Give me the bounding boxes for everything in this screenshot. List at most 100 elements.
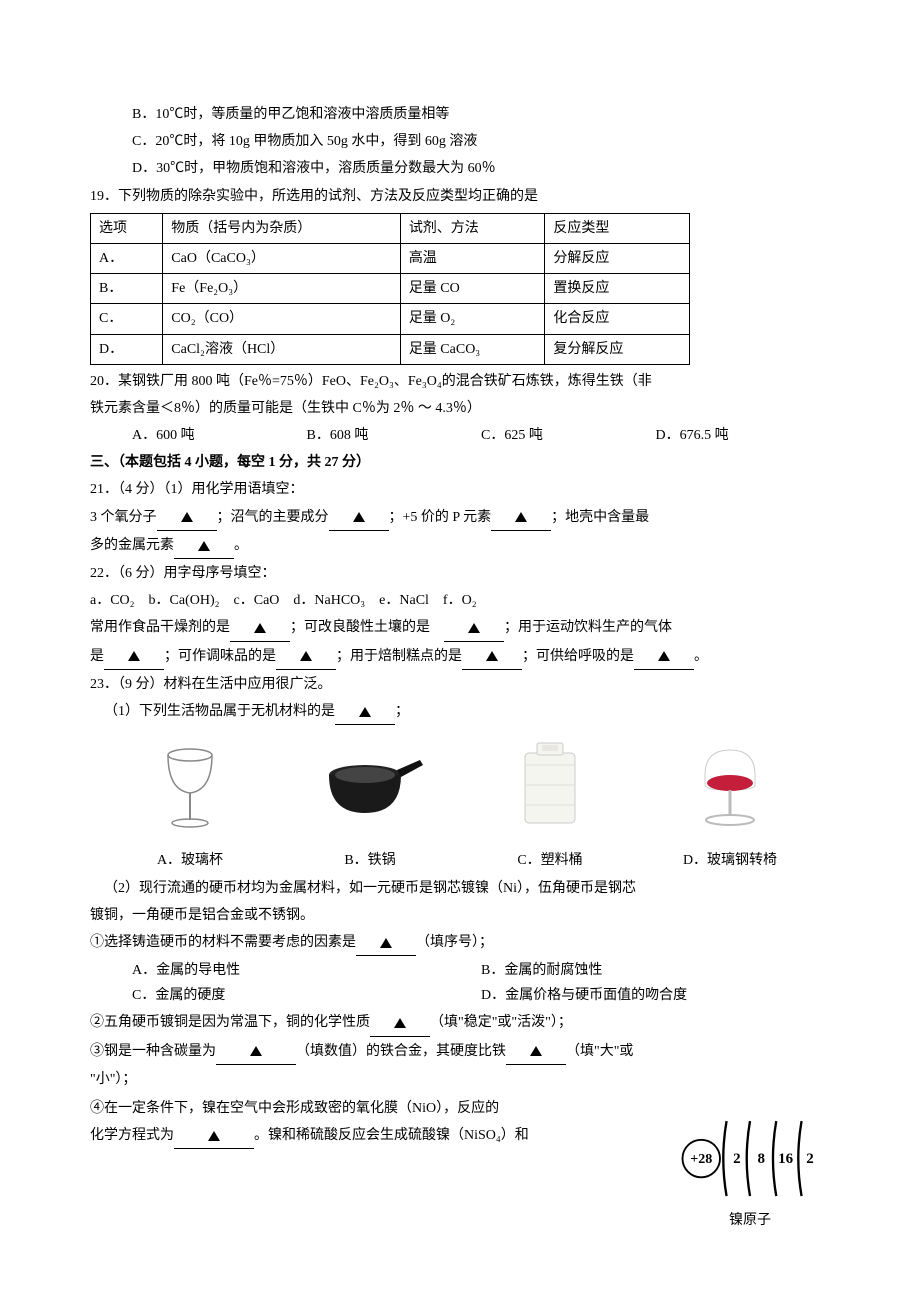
- table-row: A． CaO（CaCO₃） 高温 分解反应: [91, 243, 690, 273]
- q23-sub1-options: A．金属的导电性 B．金属的耐腐蚀性 C．金属的硬度 D．金属价格与硬币面值的吻…: [90, 958, 830, 1008]
- label-c: C．塑料桶: [460, 848, 640, 873]
- cell: 高温: [400, 243, 545, 273]
- blank: [634, 644, 694, 670]
- blank: [444, 615, 504, 641]
- image-bucket: [460, 735, 640, 844]
- triangle-icon: [254, 623, 266, 633]
- text: 3 个氧分子: [90, 510, 157, 525]
- text: 。: [694, 649, 708, 664]
- svg-text:+28: +28: [690, 1151, 712, 1167]
- triangle-icon: [468, 623, 480, 633]
- text: 多的金属元素: [90, 538, 174, 553]
- blank: [491, 505, 551, 531]
- q23-p2-1: （2）现行流通的硬币材均为金属材料，如一元硬币是钢芯镀镍（Ni），伍角硬币是钢芯: [90, 876, 830, 901]
- q23-sub4-2: 化学方程式为。镍和稀硫酸反应会生成硫酸镍（NiSO₄）和: [90, 1123, 670, 1149]
- blank: [157, 505, 217, 531]
- q20-option-b: B．608 吨: [307, 423, 482, 448]
- q23-sub4-section: ④在一定条件下，镍在空气中会形成致密的氧化膜（NiO），反应的 化学方程式为。镍…: [90, 1094, 830, 1233]
- triangle-icon: [658, 651, 670, 661]
- q23-sub4-1: ④在一定条件下，镍在空气中会形成致密的氧化膜（NiO），反应的: [90, 1096, 670, 1121]
- cell: CO₂（CO）: [163, 304, 401, 334]
- label-a: A．玻璃杯: [100, 848, 280, 873]
- triangle-icon: [198, 541, 210, 551]
- cell: D．: [91, 334, 163, 364]
- q23-sub1: ①选择铸造硬币的材料不需要考虑的因素是（填序号）；: [90, 930, 830, 956]
- svg-text:8: 8: [758, 1151, 766, 1167]
- svg-text:2: 2: [733, 1151, 741, 1167]
- text: ；沼气的主要成分: [217, 510, 329, 525]
- blank: [276, 644, 336, 670]
- q18-option-c: C．20℃时，将 10g 甲物质加入 50g 水中，得到 60g 溶液: [90, 129, 830, 154]
- blank: [174, 1123, 254, 1149]
- triangle-icon: [353, 512, 365, 522]
- blank: [174, 533, 234, 559]
- triangle-icon: [486, 651, 498, 661]
- th-reaction: 反应类型: [545, 213, 690, 243]
- q19-stem: 19．下列物质的除杂实验中，所选用的试剂、方法及反应类型均正确的是: [90, 184, 830, 209]
- text: 。: [234, 538, 248, 553]
- triangle-icon: [300, 651, 312, 661]
- th-substance: 物质（括号内为杂质）: [163, 213, 401, 243]
- q23-stem: 23．（9 分）材料在生活中应用很广泛。: [90, 672, 830, 697]
- table-row: B． Fe（Fe₂O₃） 足量 CO 置换反应: [91, 274, 690, 304]
- swivel-chair-icon: [675, 735, 785, 835]
- cell: 复分解反应: [545, 334, 690, 364]
- atom-label: 镍原子: [670, 1208, 830, 1233]
- image-pot: [280, 735, 460, 844]
- wine-glass-icon: [135, 735, 245, 835]
- triangle-icon: [181, 512, 193, 522]
- text: 常用作食品干燥剂的是: [90, 620, 230, 635]
- q21-stem: 21．（4 分）（1）用化学用语填空：: [90, 477, 830, 502]
- text: ；用于运动饮料生产的气体: [504, 620, 672, 635]
- text: ；: [395, 704, 409, 719]
- atom-structure-icon: +28 2 8 16 2: [675, 1104, 825, 1199]
- blank: [329, 505, 389, 531]
- q22-line2: 是；可作调味品的是；用于焙制糕点的是；可供给呼吸的是。: [90, 644, 830, 670]
- cell: 分解反应: [545, 243, 690, 273]
- cell: A．: [91, 243, 163, 273]
- text: （填序号）；: [416, 935, 493, 950]
- text: ；可作调味品的是: [164, 649, 276, 664]
- blank: [506, 1039, 566, 1065]
- option-c: C．金属的硬度: [132, 983, 481, 1008]
- cell: Fe（Fe₂O₃）: [163, 274, 401, 304]
- nickel-atom-diagram: +28 2 8 16 2 镍原子: [670, 1094, 830, 1233]
- triangle-icon: [394, 1018, 406, 1028]
- cell: C．: [91, 304, 163, 334]
- q22-substances: a．CO₂ b．Ca(OH)₂ c．CaO d．NaHCO₃ e．NaCl f．…: [90, 588, 830, 613]
- q21-line1: 3 个氧分子；沼气的主要成分；+5 价的 P 元素；地壳中含量最: [90, 505, 830, 531]
- text: （填"大"或: [566, 1044, 633, 1059]
- triangle-icon: [530, 1046, 542, 1056]
- triangle-icon: [359, 707, 371, 717]
- text: ②五角硬币镀铜是因为常温下，铜的化学性质: [90, 1015, 370, 1030]
- q18-option-b: B．10℃时，等质量的甲乙饱和溶液中溶质质量相等: [90, 102, 830, 127]
- image-labels-row: A．玻璃杯 B．铁锅 C．塑料桶 D．玻璃钢转椅: [90, 848, 830, 873]
- blank: [462, 644, 522, 670]
- cell: CaCl₂溶液（HCl）: [163, 334, 401, 364]
- option-b: B．金属的耐腐蚀性: [481, 958, 830, 983]
- triangle-icon: [208, 1131, 220, 1141]
- triangle-icon: [380, 938, 392, 948]
- plastic-bucket-icon: [495, 735, 605, 835]
- q20-stem-1: 20．某钢铁厂用 800 吨（Fe％=75％）FeO、Fe₂O₃、Fe₃O₄的混…: [90, 369, 830, 394]
- label-b: B．铁锅: [280, 848, 460, 873]
- q20-option-a: A．600 吨: [132, 423, 307, 448]
- q23-p2-2: 镀铜，一角硬币是铝合金或不锈钢。: [90, 903, 830, 928]
- blank: [335, 699, 395, 725]
- option-d: D．金属价格与硬币面值的吻合度: [481, 983, 830, 1008]
- text: （填"稳定"或"活泼"）；: [430, 1015, 572, 1030]
- q18-option-d: D．30℃时，甲物质饱和溶液中，溶质质量分数最大为 60％: [90, 156, 830, 181]
- table-header-row: 选项 物质（括号内为杂质） 试剂、方法 反应类型: [91, 213, 690, 243]
- text: ；地壳中含量最: [551, 510, 649, 525]
- text: 化学方程式为: [90, 1128, 174, 1143]
- q20-options: A．600 吨 B．608 吨 C．625 吨 D．676.5 吨: [90, 423, 830, 448]
- blank: [230, 615, 290, 641]
- image-chair: [640, 735, 820, 844]
- triangle-icon: [250, 1046, 262, 1056]
- cell: 化合反应: [545, 304, 690, 334]
- th-reagent: 试剂、方法: [400, 213, 545, 243]
- text: （填数值）的铁合金，其硬度比铁: [296, 1044, 506, 1059]
- q23-sub2: ②五角硬币镀铜是因为常温下，铜的化学性质 （填"稳定"或"活泼"）；: [90, 1010, 830, 1036]
- table-row: C． CO₂（CO） 足量 O₂ 化合反应: [91, 304, 690, 334]
- q21-line2: 多的金属元素 。: [90, 533, 830, 559]
